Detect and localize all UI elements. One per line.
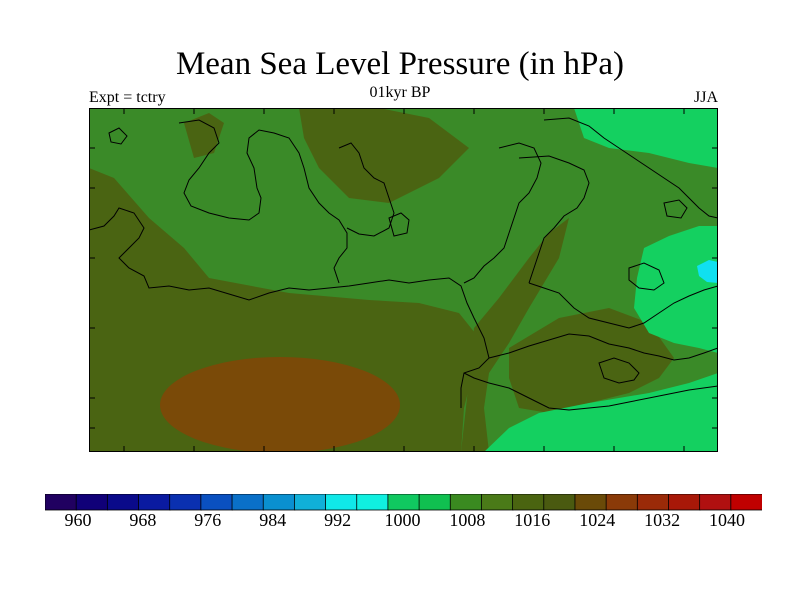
colorbar-swatch <box>605 494 639 511</box>
colorbar-label: 976 <box>194 510 222 530</box>
pressure-region-low-southeast <box>484 373 718 452</box>
subtropical-high <box>160 357 400 452</box>
colorbar-swatch <box>387 494 420 511</box>
colorbar-swatch <box>45 494 78 511</box>
colorbar-swatch <box>730 494 762 511</box>
chart-subtitle: 01kyr BP <box>369 84 431 101</box>
colorbar-swatch <box>138 494 171 511</box>
colorbar-labels: 960 968 976 984 992 1000 1008 1016 1024 1032 1040 <box>0 510 800 534</box>
colorbar-swatch <box>512 494 545 511</box>
colorbar-swatch <box>668 494 701 511</box>
colorbar-swatch <box>75 494 109 511</box>
colorbar-swatch <box>293 494 327 511</box>
colorbar-label: 1000 <box>384 510 421 530</box>
colorbar-swatch <box>169 494 202 511</box>
colorbar-swatch <box>262 494 296 511</box>
pressure-region-low-east <box>634 226 718 353</box>
colorbar <box>45 494 762 511</box>
colorbar-label: 968 <box>129 510 157 530</box>
pressure-map <box>89 108 718 452</box>
chart-title: Mean Sea Level Pressure (in hPa) <box>175 46 625 82</box>
colorbar-swatch <box>231 494 265 511</box>
colorbar-swatch <box>325 494 358 511</box>
colorbar-swatch <box>543 494 576 511</box>
pressure-region-high-northwest <box>184 113 224 158</box>
pressure-region-high-diagonal <box>461 218 569 452</box>
colorbar-label: 960 <box>64 510 92 530</box>
colorbar-label: 1008 <box>449 510 486 530</box>
pressure-region-high-north <box>299 108 469 203</box>
colorbar-label: 992 <box>324 510 352 530</box>
colorbar-swatch <box>699 494 732 511</box>
colorbar-swatch <box>106 494 140 511</box>
colorbar-label: 1040 <box>709 510 745 530</box>
colorbar-swatch <box>481 494 514 511</box>
experiment-label: Expt = tctry <box>89 89 166 106</box>
colorbar-swatch <box>449 494 483 511</box>
colorbar-label: 1032 <box>644 510 681 530</box>
colorbar-label: 984 <box>259 510 287 530</box>
colorbar-label: 1024 <box>579 510 616 530</box>
colorbar-swatch <box>356 494 389 511</box>
colorbar-label: 1016 <box>514 510 551 530</box>
coastlines <box>89 117 718 411</box>
colorbar-swatch <box>574 494 608 511</box>
colorbar-swatch <box>418 494 452 511</box>
map-tick-marks <box>89 108 718 452</box>
pressure-region-low-northeast <box>574 108 718 168</box>
colorbar-swatch <box>200 494 233 511</box>
pressure-region-lowest <box>697 260 718 283</box>
season-label: JJA <box>693 89 718 106</box>
pressure-region-high-mediterranean <box>509 308 674 413</box>
colorbar-swatch <box>636 494 670 511</box>
